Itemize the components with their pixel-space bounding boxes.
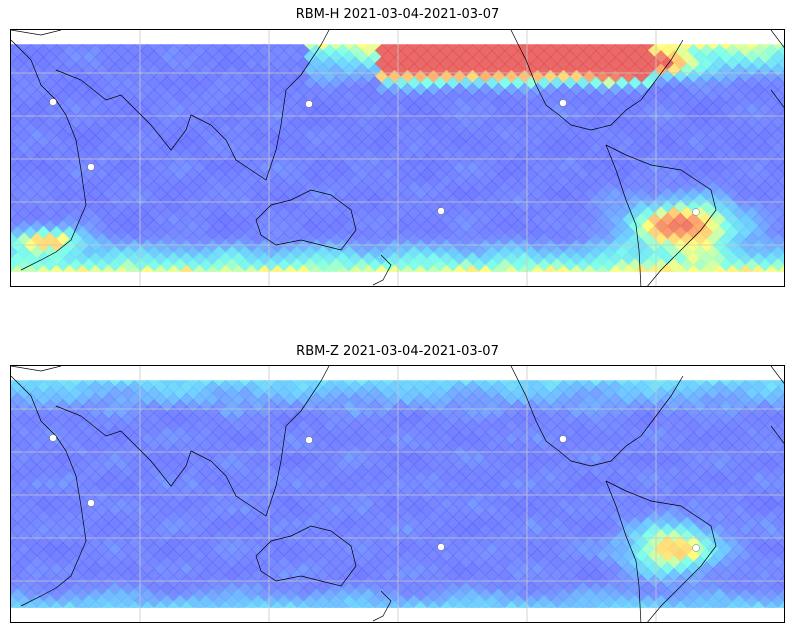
data-cell	[784, 180, 785, 194]
data-cell	[784, 193, 785, 207]
station-marker	[560, 100, 567, 107]
data-cell	[784, 219, 785, 233]
data-cell	[784, 89, 785, 103]
data-cell	[784, 141, 785, 155]
data-cell	[784, 412, 785, 426]
station-marker	[306, 437, 313, 444]
data-cell	[784, 115, 785, 129]
data-cell	[784, 167, 785, 181]
station-marker	[560, 436, 567, 443]
data-cell	[784, 258, 785, 272]
map-title-top: RBM-H 2021-03-04-2021-03-07	[10, 7, 785, 22]
data-cell	[784, 594, 785, 608]
map-title-bottom: RBM-Z 2021-03-04-2021-03-07	[10, 344, 785, 359]
data-cell	[784, 529, 785, 543]
data-cell	[784, 399, 785, 413]
station-marker	[693, 209, 700, 216]
map-canvas-bottom	[11, 366, 785, 623]
data-cell	[784, 438, 785, 452]
data-cell	[784, 76, 785, 90]
map-canvas-top	[11, 30, 785, 287]
data-cell	[784, 102, 785, 116]
data-cell	[784, 490, 785, 504]
data-cell	[784, 50, 785, 64]
data-cell	[784, 128, 785, 142]
map-panel-top	[10, 29, 785, 287]
data-cell	[784, 477, 785, 491]
data-cell	[784, 581, 785, 595]
data-cell	[784, 154, 785, 168]
data-cell	[784, 44, 785, 51]
station-marker	[306, 101, 313, 108]
data-cell	[784, 464, 785, 478]
station-marker	[693, 545, 700, 552]
map-panel-bottom	[10, 365, 785, 623]
data-cell	[784, 516, 785, 530]
data-cell	[784, 451, 785, 465]
data-cell	[784, 63, 785, 77]
data-cell	[784, 245, 785, 259]
data-cell	[784, 425, 785, 439]
data-cell	[784, 503, 785, 517]
data-cell	[784, 232, 785, 246]
station-marker	[438, 544, 445, 551]
data-cell	[784, 380, 785, 387]
data-cell	[784, 568, 785, 582]
data-cell	[784, 555, 785, 569]
station-marker	[88, 164, 95, 171]
station-marker	[50, 99, 57, 106]
data-cell	[784, 386, 785, 400]
data-cell	[784, 542, 785, 556]
station-marker	[50, 435, 57, 442]
station-marker	[88, 500, 95, 507]
station-marker	[438, 208, 445, 215]
data-cell	[784, 206, 785, 220]
